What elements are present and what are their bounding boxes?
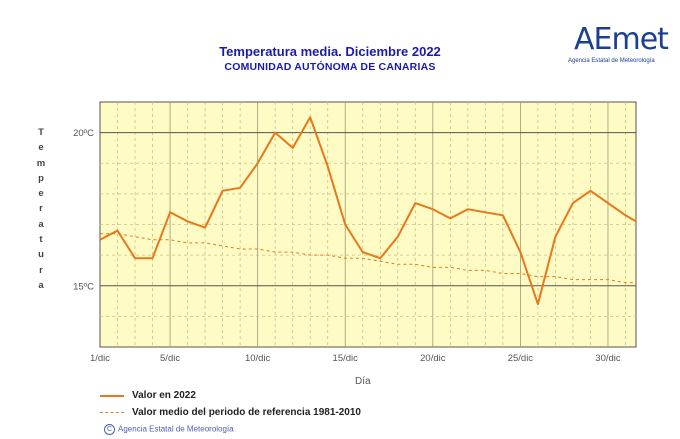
y-axis-label-letter: u bbox=[38, 249, 44, 261]
legend-label-2022: Valor en 2022 bbox=[132, 390, 196, 401]
y-axis-label-letter: T bbox=[38, 127, 44, 138]
legend-label-reference: Valor medio del periodo de referencia 19… bbox=[132, 407, 361, 418]
y-tick-label: 15ºC bbox=[73, 281, 94, 292]
copyright-icon: C bbox=[104, 424, 115, 435]
logo-wordmark: AEmet bbox=[574, 22, 669, 57]
legend-swatch-dashed bbox=[100, 412, 124, 413]
footer-text: Agencia Estatal de Meteorología bbox=[118, 424, 234, 434]
series-group bbox=[99, 116, 637, 306]
x-tick-label: 20/dic bbox=[420, 353, 446, 364]
x-tick-label: 1/dic bbox=[90, 353, 110, 364]
series-line-reference bbox=[100, 233, 636, 284]
logo-subtitle: Agencia Estatal de Meteorología bbox=[568, 58, 655, 64]
x-tick-label: 30/dic bbox=[595, 353, 621, 364]
aemet-logo: AEmet Agencia Estatal de Meteorología bbox=[566, 22, 669, 70]
x-tick-label: 25/dic bbox=[508, 353, 534, 364]
tick-labels: 1/dic 5/dic 10/dic 15/dic 20/dic 25/dic 30/dic… bbox=[73, 128, 621, 364]
y-axis-label-letter: t bbox=[39, 234, 43, 246]
legend-item-reference: Valor medio del periodo de referencia 19… bbox=[100, 404, 361, 421]
y-axis-label-letter: r bbox=[39, 264, 43, 276]
legend-swatch-solid bbox=[100, 394, 124, 397]
y-tick-label: 20ºC bbox=[73, 128, 94, 139]
chart-title-block: Temperatura media. Diciembre 2022 COMUNI… bbox=[130, 44, 530, 74]
y-axis-label-letter: e bbox=[38, 142, 44, 154]
x-tick-label: 5/dic bbox=[160, 353, 180, 364]
y-axis-label-letter: m bbox=[36, 157, 46, 169]
footer-credit: C Agencia Estatal de Meteorología bbox=[104, 424, 234, 435]
y-axis-label-letter: e bbox=[38, 188, 44, 200]
series-line-2022 bbox=[99, 116, 637, 306]
y-axis-label-letter: p bbox=[38, 172, 44, 184]
y-axis-label-letter: a bbox=[38, 218, 44, 230]
y-axis-label-letter: r bbox=[39, 203, 43, 215]
legend-item-2022: Valor en 2022 bbox=[100, 387, 361, 404]
legend: Valor en 2022 Valor medio del periodo de… bbox=[100, 387, 361, 421]
chart-subtitle: COMUNIDAD AUTÓNOMA DE CANARIAS bbox=[224, 61, 436, 73]
chart-title: Temperatura media. Diciembre 2022 bbox=[219, 44, 441, 59]
y-axis-label-letter: a bbox=[38, 279, 44, 291]
x-axis-label: Día bbox=[355, 376, 371, 387]
x-tick-label: 15/dic bbox=[333, 353, 359, 364]
x-tick-label: 10/dic bbox=[245, 353, 271, 364]
